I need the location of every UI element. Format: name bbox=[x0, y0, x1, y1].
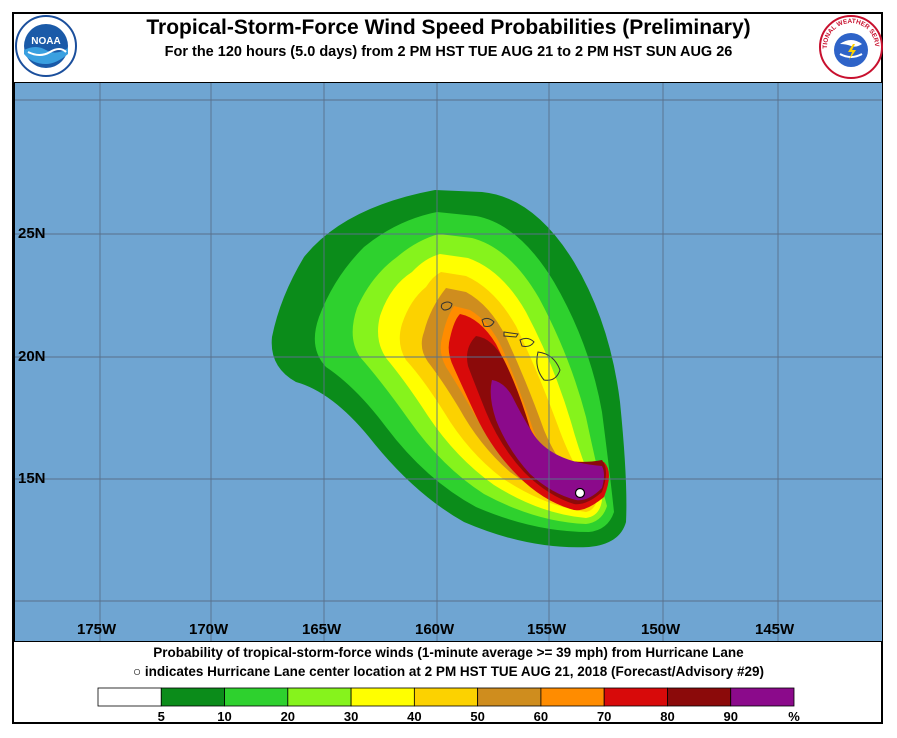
lon-label-160w: 160W bbox=[415, 621, 455, 638]
legend-label-60: 60 bbox=[533, 709, 549, 724]
legend-label-5: 5 bbox=[157, 709, 165, 724]
legend-label-80: 80 bbox=[660, 709, 675, 724]
legend-bin-50to60 bbox=[477, 687, 542, 707]
legend-label-30: 30 bbox=[343, 709, 359, 724]
legend-bin-80to90 bbox=[667, 687, 732, 707]
legend-label-50: 50 bbox=[470, 709, 485, 724]
lon-label-170w: 170W bbox=[189, 621, 229, 638]
lon-label-150w: 150W bbox=[641, 621, 681, 638]
lat-label-15n: 15N bbox=[18, 470, 46, 487]
kauai-island bbox=[440, 301, 453, 311]
legend-bin-10to20 bbox=[224, 687, 289, 707]
svg-text:NOAA: NOAA bbox=[31, 36, 60, 47]
legend-bin-90to100 bbox=[730, 687, 795, 707]
legend-label-20: 20 bbox=[280, 709, 296, 724]
probability-map bbox=[14, 82, 883, 642]
legend-bin-5to10 bbox=[160, 687, 225, 707]
lon-label-165w: 165W bbox=[302, 621, 342, 638]
footer-description: Probability of tropical-storm-force wind… bbox=[153, 645, 744, 660]
legend-label-90: 90 bbox=[723, 709, 738, 724]
lat-label-25n: 25N bbox=[18, 225, 46, 242]
noaa-logo: NOAA bbox=[14, 14, 78, 78]
molokai-island bbox=[503, 331, 519, 338]
legend-label-40: 40 bbox=[407, 709, 422, 724]
graticule bbox=[14, 82, 883, 642]
page-subtitle: For the 120 hours (5.0 days) from 2 PM H… bbox=[164, 44, 733, 60]
lon-label-155w: 155W bbox=[527, 621, 567, 638]
footer-center-note: ○ indicates Hurricane Lane center locati… bbox=[132, 664, 765, 679]
color-legend bbox=[97, 687, 795, 707]
legend-bin-60to70 bbox=[540, 687, 605, 707]
legend-label-10: 10 bbox=[217, 709, 232, 724]
band-90 bbox=[490, 380, 604, 501]
legend-bin-30to40 bbox=[350, 687, 415, 707]
nws-logo: NATIONAL WEATHER SERVICE bbox=[816, 9, 884, 80]
big-island bbox=[536, 351, 561, 381]
oahu-island bbox=[481, 317, 495, 327]
hurricane-center-marker bbox=[574, 487, 586, 499]
legend-bin-20to30 bbox=[287, 687, 352, 707]
legend-label-percent: % bbox=[788, 709, 800, 724]
lon-label-175w: 175W bbox=[77, 621, 117, 638]
legend-label-70: 70 bbox=[596, 709, 612, 724]
maui-island bbox=[519, 337, 535, 347]
legend-bin-40to50 bbox=[413, 687, 479, 707]
lon-label-145w: 145W bbox=[755, 621, 795, 638]
lat-label-20n: 20N bbox=[18, 348, 46, 365]
hawaiian-islands bbox=[440, 301, 561, 381]
page-title: Tropical-Storm-Force Wind Speed Probabil… bbox=[146, 16, 751, 39]
legend-bin-70to80 bbox=[603, 687, 668, 707]
legend-bin-lt5 bbox=[97, 687, 162, 707]
